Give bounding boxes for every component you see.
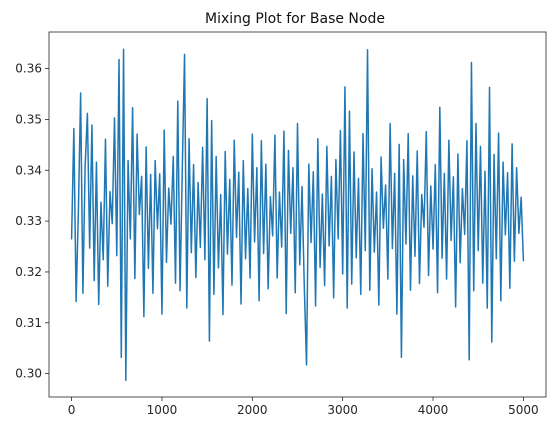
y-tick-label: 0.33 xyxy=(15,214,42,228)
y-tick-label: 0.32 xyxy=(15,265,42,279)
x-tick-label: 2000 xyxy=(237,403,268,417)
y-tick-label: 0.35 xyxy=(15,112,42,126)
y-tick-label: 0.30 xyxy=(15,367,42,381)
plot-area xyxy=(48,31,547,398)
x-tick-label: 0 xyxy=(68,403,76,417)
chart-title: Mixing Plot for Base Node xyxy=(205,11,385,27)
x-tick-label: 3000 xyxy=(327,403,358,417)
y-tick-label: 0.31 xyxy=(15,316,42,330)
axes-frame xyxy=(48,31,547,398)
x-axis: 0 1000 2000 3000 4000 5000 xyxy=(68,397,539,417)
x-tick-label: 4000 xyxy=(418,403,449,417)
y-axis: 0.30 0.31 0.32 0.33 0.34 0.35 0.36 xyxy=(15,62,49,381)
x-tick-label: 5000 xyxy=(508,403,539,417)
y-tick-label: 0.36 xyxy=(15,62,42,76)
series-line xyxy=(70,48,525,381)
y-tick-label: 0.34 xyxy=(15,163,42,177)
x-tick-label: 1000 xyxy=(147,403,178,417)
